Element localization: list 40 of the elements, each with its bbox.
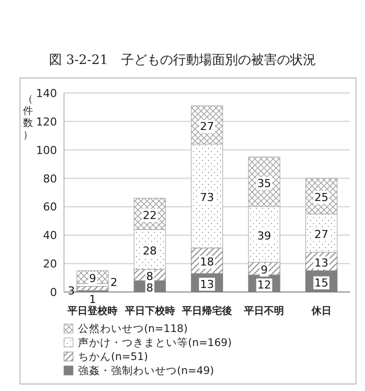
x-tick-label: 休日: [310, 305, 332, 317]
y-axis-title: （件数）: [23, 94, 33, 141]
data-label: 25: [314, 191, 328, 204]
bar: [76, 286, 109, 291]
legend-label: 声かけ・つきまとい等(n=169): [78, 336, 232, 349]
data-label: 9: [89, 272, 96, 286]
data-label: 8: [146, 281, 154, 294]
legend-label: ちかん(n=51): [78, 351, 148, 363]
legend-label: 強姦・強制わいせつ(n=49): [78, 364, 214, 377]
data-label: 18: [200, 256, 214, 269]
data-label: 35: [257, 176, 272, 190]
data-label: 3: [68, 284, 75, 298]
y-tick-label: 80: [43, 172, 57, 186]
data-label: 28: [142, 244, 157, 258]
y-tick-label: 40: [43, 229, 57, 242]
data-label: 13: [200, 278, 214, 291]
y-tick-label: 20: [43, 258, 57, 271]
y-tick-label: 100: [36, 144, 57, 157]
data-label: 2: [110, 276, 118, 289]
data-label: 27: [200, 120, 214, 133]
x-tick-label: 平日不明: [243, 305, 284, 317]
y-tick-label: 140: [36, 87, 57, 100]
chart-title: 図 3-2-21 子どもの行動場面別の被害の状況: [48, 52, 316, 68]
data-label: 8: [146, 270, 154, 283]
x-tick-label: 平日帰宅後: [181, 305, 232, 317]
data-label: 73: [200, 191, 214, 204]
y-tick-label: 120: [36, 115, 57, 128]
data-label: 12: [257, 278, 272, 292]
legend-label: 公然わいせつ(n=118): [78, 323, 188, 335]
y-tick-label: 60: [43, 200, 57, 214]
y-tick-label: 0: [50, 286, 57, 299]
data-label: 1: [89, 293, 96, 306]
data-label: 27: [314, 228, 328, 242]
data-label: 13: [314, 256, 328, 270]
data-label: 9: [260, 264, 268, 277]
data-label: 22: [142, 208, 157, 222]
data-label: 39: [257, 229, 272, 242]
x-tick-label: 平日下校時: [124, 305, 175, 317]
x-tick-label: 平日登校時: [66, 305, 118, 317]
data-label: 15: [314, 276, 328, 290]
